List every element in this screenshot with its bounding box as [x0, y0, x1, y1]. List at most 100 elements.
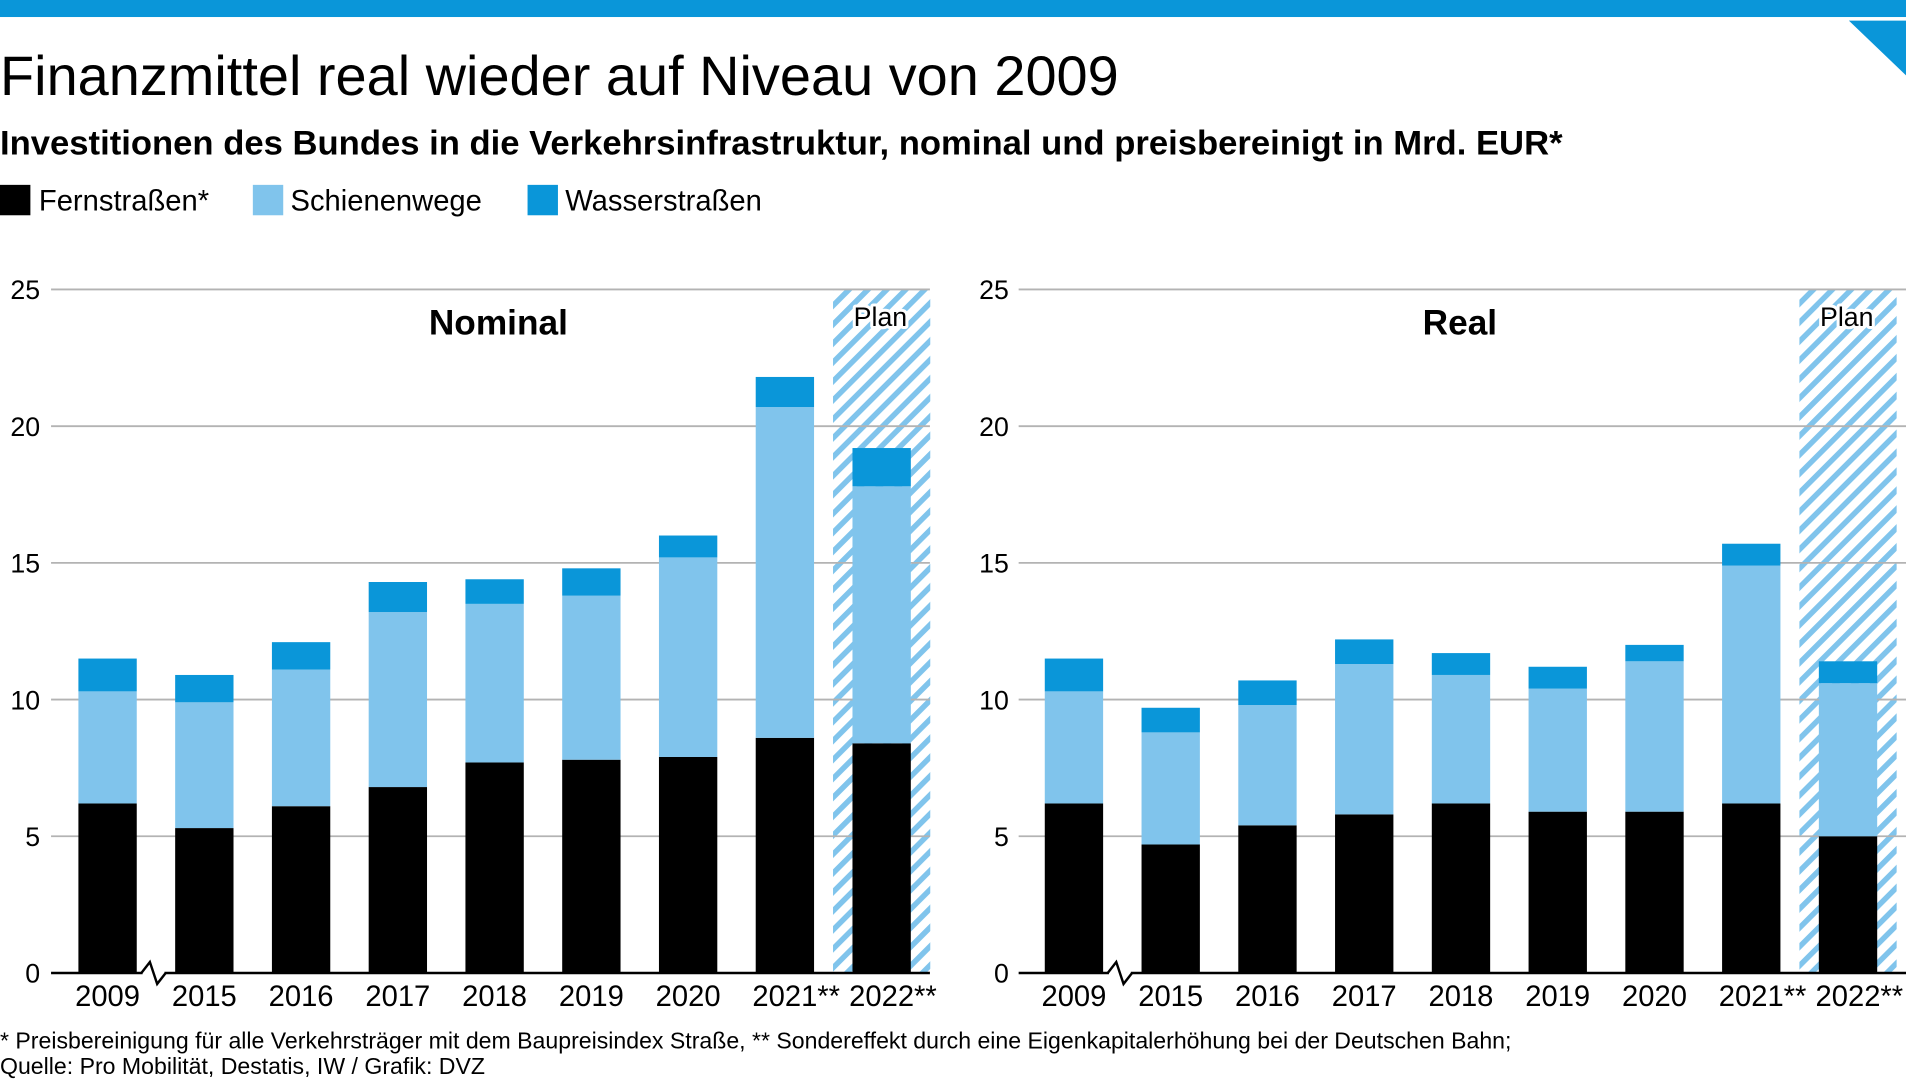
axis-break-icon-nominal	[140, 959, 167, 987]
bar-real-2016-wasserstrassen	[1238, 680, 1297, 706]
bar-real-2017-fernstrassen	[1335, 814, 1394, 973]
bar-nominal-2016-wasserstrassen	[271, 642, 331, 670]
bar-nominal-2016-schienenwege	[271, 669, 331, 807]
bar-nominal-2017-schienenwege	[368, 612, 428, 788]
bar-nominal-2020-wasserstrassen	[658, 535, 718, 558]
chart-nominal: 0 5 10 15 20 25 2009 2015 2016 2017 2018 2019 2020 20…	[10, 275, 936, 1013]
bar-real-2019-fernstrassen	[1528, 811, 1587, 973]
bar-nominal-2021-schienenwege	[755, 407, 815, 738]
legend-swatch-schienenwege	[252, 184, 284, 216]
bar-nominal-2020-schienenwege	[658, 557, 718, 757]
bar-nominal-2018-schienenwege	[465, 603, 524, 763]
x-tick-label-real-2015: 2015	[1138, 981, 1203, 1013]
source-note: Quelle: Pro Mobilität, Destatis, IW / Gr…	[0, 1053, 485, 1079]
bar-nominal-2018-fernstrassen	[465, 762, 524, 973]
bar-real-2020-wasserstrassen	[1625, 644, 1684, 662]
x-tick-label-real-2020: 2020	[1622, 981, 1687, 1013]
y-tick-label-real-5: 5	[994, 822, 1009, 852]
bar-nominal-2009-wasserstrassen	[78, 658, 137, 692]
y-tick-label-real-20: 20	[979, 412, 1009, 442]
bar-nominal-2009-schienenwege	[78, 691, 137, 804]
y-tick-label-real-0: 0	[994, 959, 1009, 989]
x-tick-label-real-2022: 2022**	[1816, 981, 1904, 1013]
x-tick-label-nominal-2019: 2019	[559, 981, 624, 1013]
bar-nominal-2015-schienenwege	[175, 702, 234, 829]
y-tick-label-nominal-15: 15	[10, 549, 40, 579]
bar-real-2018-fernstrassen	[1431, 803, 1491, 973]
x-tick-label-nominal-2015: 2015	[172, 981, 237, 1013]
bar-real-2022-schienenwege	[1818, 683, 1878, 837]
bar-nominal-2015-wasserstrassen	[175, 674, 234, 703]
x-tick-label-nominal-2009: 2009	[75, 981, 140, 1013]
bar-real-2021-fernstrassen	[1722, 803, 1781, 973]
bar-nominal-2022-wasserstrassen	[852, 448, 911, 487]
y-tick-label-nominal-0: 0	[25, 959, 40, 989]
bar-real-2021-wasserstrassen	[1722, 543, 1781, 566]
x-tick-label-real-2021: 2021**	[1719, 981, 1807, 1013]
bar-real-2017-wasserstrassen	[1335, 639, 1394, 665]
bar-real-2018-schienenwege	[1431, 674, 1491, 804]
y-tick-label-real-15: 15	[979, 549, 1009, 579]
plan-label-nominal: Plan	[854, 302, 908, 332]
bar-nominal-2017-fernstrassen	[368, 787, 428, 973]
bar-nominal-2020-fernstrassen	[658, 756, 718, 973]
legend-label-wasserstrassen: Wasserstraßen	[565, 185, 762, 217]
bar-nominal-2021-wasserstrassen	[755, 376, 815, 408]
x-tick-label-real-2018: 2018	[1429, 981, 1494, 1013]
bar-nominal-2022-schienenwege	[852, 486, 911, 744]
bar-nominal-2019-fernstrassen	[562, 759, 621, 973]
x-tick-label-nominal-2020: 2020	[656, 981, 721, 1013]
bar-nominal-2019-schienenwege	[562, 595, 621, 760]
legend: Fernstraßen* Schienenwege Wasserstraßen	[0, 184, 762, 217]
legend-label-fernstrassen: Fernstraßen*	[39, 185, 209, 217]
bar-real-2016-fernstrassen	[1238, 825, 1297, 973]
corner-accent	[1848, 20, 1906, 76]
y-tick-label-real-25: 25	[979, 275, 1009, 305]
page-subtitle: Investitionen des Bundes in die Verkehrs…	[0, 124, 1563, 162]
y-tick-label-nominal-20: 20	[10, 412, 40, 442]
bar-real-2020-fernstrassen	[1625, 811, 1684, 973]
x-tick-label-nominal-2016: 2016	[269, 981, 334, 1013]
x-tick-label-nominal-2017: 2017	[365, 981, 430, 1013]
bar-nominal-2015-fernstrassen	[175, 828, 234, 973]
bar-real-2009-schienenwege	[1044, 691, 1104, 804]
bar-real-2022-wasserstrassen	[1818, 661, 1878, 684]
top-accent-bar	[0, 0, 1906, 18]
y-tick-label-nominal-25: 25	[10, 275, 40, 305]
bar-real-2015-schienenwege	[1141, 732, 1200, 845]
legend-swatch-wasserstrassen	[527, 184, 558, 216]
bar-nominal-2016-fernstrassen	[271, 806, 331, 973]
bar-nominal-2019-wasserstrassen	[562, 568, 621, 596]
x-tick-label-nominal-2021: 2021**	[752, 981, 840, 1013]
chart-real: 0 5 10 15 20 25 2009 2015 2016 2017 2018 2019 2020 20…	[979, 275, 1906, 1013]
bar-real-2021-schienenwege	[1722, 565, 1781, 804]
bar-real-2015-fernstrassen	[1141, 844, 1200, 973]
bar-nominal-2009-fernstrassen	[78, 803, 137, 973]
page-title: Finanzmittel real wieder auf Niveau von …	[0, 44, 1119, 107]
bar-real-2019-wasserstrassen	[1528, 666, 1587, 689]
x-tick-label-nominal-2022: 2022**	[849, 981, 937, 1013]
bar-real-2019-schienenwege	[1528, 688, 1587, 812]
x-tick-label-real-2019: 2019	[1525, 981, 1590, 1013]
bar-nominal-2018-wasserstrassen	[465, 579, 524, 604]
chart-title-nominal: Nominal	[429, 303, 568, 342]
bar-real-2015-wasserstrassen	[1141, 707, 1200, 733]
bar-real-2016-schienenwege	[1238, 705, 1297, 826]
axis-break-icon-real	[1106, 959, 1134, 987]
y-tick-label-real-10: 10	[979, 685, 1009, 715]
bar-real-2018-wasserstrassen	[1431, 653, 1491, 675]
bar-real-2022-fernstrassen	[1818, 836, 1878, 973]
x-tick-label-nominal-2018: 2018	[462, 981, 527, 1013]
x-tick-label-real-2009: 2009	[1041, 981, 1106, 1013]
bar-nominal-2022-fernstrassen	[852, 743, 911, 973]
x-tick-label-real-2016: 2016	[1235, 981, 1300, 1013]
footnote: * Preisbereinigung für alle Verkehrsträg…	[0, 1027, 1511, 1053]
legend-swatch-fernstrassen	[0, 184, 31, 216]
bar-real-2009-wasserstrassen	[1044, 658, 1104, 692]
legend-label-schienenwege: Schienenwege	[291, 185, 482, 217]
bar-nominal-2017-wasserstrassen	[368, 582, 428, 613]
y-tick-label-nominal-10: 10	[10, 685, 40, 715]
bar-real-2009-fernstrassen	[1044, 803, 1104, 973]
bar-nominal-2021-fernstrassen	[755, 737, 815, 973]
